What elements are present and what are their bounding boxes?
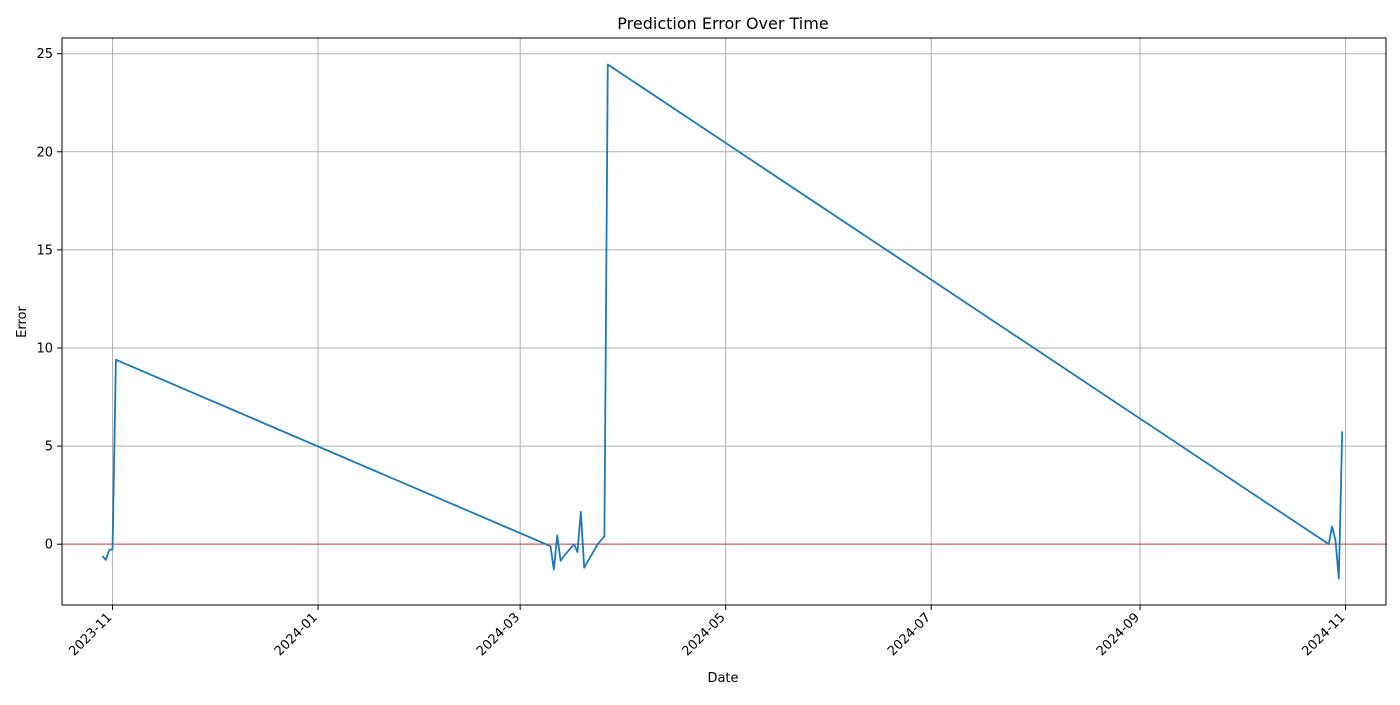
y-tick-label: 5 xyxy=(45,440,53,455)
data-point xyxy=(580,511,582,513)
data-point xyxy=(560,560,562,562)
data-point xyxy=(573,543,575,545)
data-point xyxy=(607,64,609,66)
data-point xyxy=(563,555,565,557)
data-point xyxy=(115,359,117,361)
data-point xyxy=(550,545,552,547)
data-point xyxy=(577,551,579,553)
plot-frame xyxy=(61,37,1387,606)
data-point xyxy=(1341,430,1343,432)
data-point xyxy=(1328,543,1330,545)
data-point xyxy=(108,549,110,551)
data-point xyxy=(112,548,114,550)
error-series-line xyxy=(101,63,1344,580)
y-tick-label: 25 xyxy=(36,47,53,62)
y-tick-label: 15 xyxy=(36,243,53,258)
data-point xyxy=(604,535,606,537)
data-point xyxy=(583,567,585,569)
chart-title: Prediction Error Over Time xyxy=(617,14,828,33)
y-tick-label: 10 xyxy=(36,341,53,356)
data-point xyxy=(597,543,599,545)
series-layer xyxy=(101,63,1344,580)
data-point xyxy=(553,569,555,571)
data-point xyxy=(102,555,104,557)
x-axis-label: Date xyxy=(707,671,738,686)
y-tick-label: 0 xyxy=(45,538,53,553)
data-point xyxy=(1338,578,1340,580)
data-point xyxy=(1335,539,1337,541)
data-point xyxy=(105,559,107,561)
data-point xyxy=(1331,526,1333,528)
y-tick-label: 20 xyxy=(36,145,53,160)
y-axis-label: Error xyxy=(15,306,30,338)
data-point xyxy=(556,534,558,536)
grid-layer xyxy=(62,38,1386,605)
